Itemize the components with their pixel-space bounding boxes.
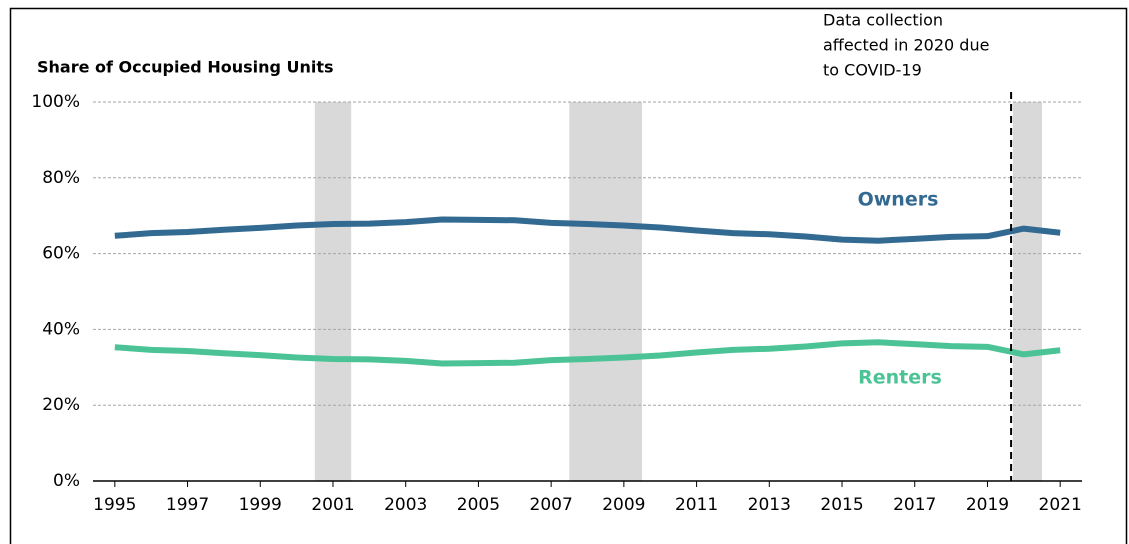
x-tick-label: 2019 [966, 495, 1009, 515]
x-tick-label: 2003 [384, 495, 427, 515]
series-label: Owners [858, 189, 939, 211]
x-tick-label: 2015 [820, 495, 863, 515]
x-tick-label: 1995 [93, 495, 136, 515]
shaded-period [314, 102, 352, 481]
x-tick-label: 2017 [893, 495, 936, 515]
x-tick-label: 2021 [1039, 495, 1082, 515]
chart-title: Share of Occupied Housing Units [37, 58, 334, 77]
x-tick-label: 2011 [675, 495, 718, 515]
series-line [114, 216, 1061, 244]
shaded-period [569, 102, 643, 481]
x-tick-label: 2007 [530, 495, 573, 515]
y-tick-label: 0% [53, 471, 80, 491]
annotation-text: Data collection [823, 11, 943, 30]
series-line [114, 339, 1061, 367]
y-tick-label: 60% [42, 244, 80, 264]
x-tick-label: 1997 [166, 495, 209, 515]
y-tick-label: 100% [31, 92, 80, 112]
annotation-text: to COVID-19 [823, 61, 922, 80]
y-tick-label: 20% [42, 395, 80, 415]
y-tick-label: 80% [42, 168, 80, 188]
y-tick-label: 40% [42, 319, 80, 339]
x-tick-label: 2009 [602, 495, 645, 515]
x-tick-label: 1999 [239, 495, 282, 515]
annotation-text: affected in 2020 due [823, 36, 989, 55]
x-tick-label: 2005 [457, 495, 500, 515]
shaded-period [1012, 102, 1043, 481]
x-tick-label: 2001 [311, 495, 354, 515]
frame [9, 7, 1128, 544]
x-tick-label: 2013 [748, 495, 791, 515]
series-label: Renters [858, 367, 942, 389]
